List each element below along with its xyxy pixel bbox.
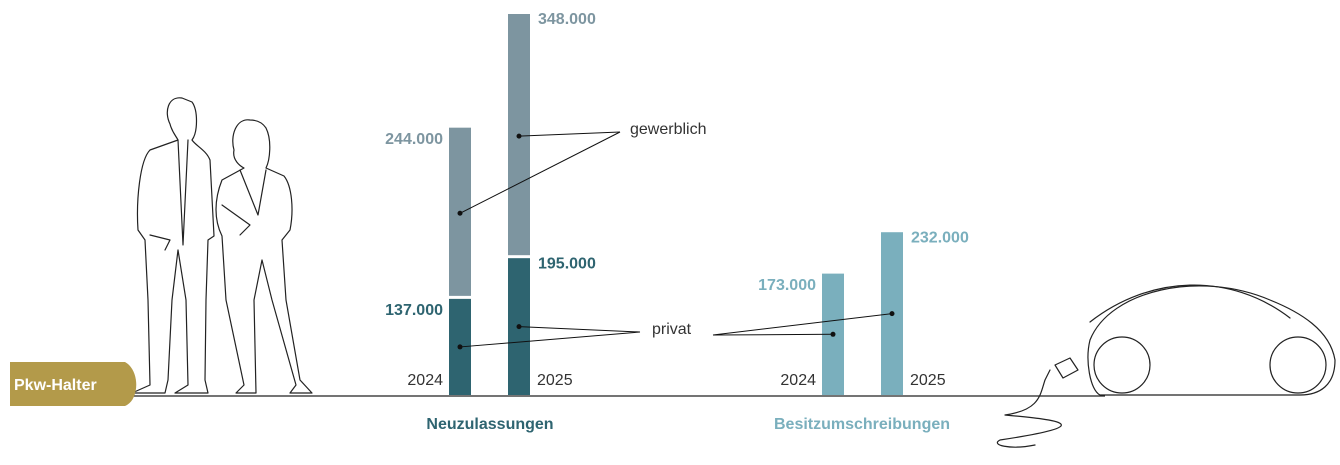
leader-line bbox=[460, 132, 620, 213]
leader-line bbox=[460, 332, 640, 347]
infographic: Pkw-Halter Neuzulassungen 2024 137.000 244.… bbox=[0, 0, 1340, 465]
value-label: 244.000 bbox=[385, 131, 443, 148]
value-label: 173.000 bbox=[758, 277, 816, 294]
year-label: 2024 bbox=[780, 372, 816, 389]
leader-line bbox=[519, 132, 620, 136]
value-label: 137.000 bbox=[385, 302, 443, 319]
leader-line bbox=[713, 334, 833, 335]
year-label: 2024 bbox=[407, 372, 443, 389]
year-label: 2025 bbox=[537, 372, 573, 389]
badge: Pkw-Halter bbox=[14, 377, 97, 394]
group-title: Besitzumschreibungen bbox=[774, 416, 950, 433]
year-label: 2025 bbox=[910, 372, 946, 389]
value-label: 232.000 bbox=[911, 229, 969, 246]
leader-line bbox=[519, 327, 640, 332]
car-illustration bbox=[997, 285, 1335, 447]
leader-line bbox=[713, 314, 892, 335]
series-annotation: privat bbox=[652, 321, 692, 338]
value-label: 348.000 bbox=[538, 11, 596, 28]
value-label: 195.000 bbox=[538, 255, 596, 272]
people-illustration bbox=[132, 98, 312, 393]
series-annotation: gewerblich bbox=[630, 121, 706, 138]
group-title: Neuzulassungen bbox=[426, 416, 553, 433]
